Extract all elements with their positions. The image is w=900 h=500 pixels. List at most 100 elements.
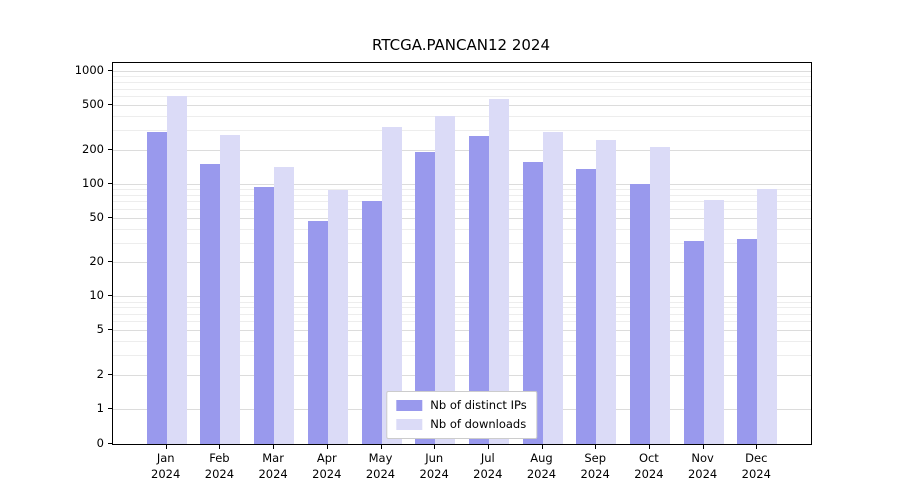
y-tick-mark (108, 182, 112, 184)
x-tick-label: Sep 2024 (560, 450, 630, 482)
minor-gridline (113, 88, 811, 90)
bar-distinct-ips-6 (415, 152, 436, 444)
minor-gridline (113, 96, 811, 97)
x-tick-label-line: 2024 (580, 467, 610, 481)
minor-gridline (113, 208, 811, 210)
y-tick-label: 50 (89, 209, 104, 224)
x-tick-label: Aug 2024 (507, 450, 577, 482)
major-gridline (113, 330, 811, 332)
x-tick-label-line: 2024 (473, 467, 503, 481)
bar-distinct-ips-7 (468, 136, 489, 444)
minor-gridline (113, 341, 811, 343)
x-tick-mark (165, 445, 167, 449)
y-tick-mark (108, 408, 112, 409)
bar-distinct-ips-11 (683, 241, 704, 444)
x-tick-label-line: Apr (316, 451, 337, 465)
x-tick-label-line: Jun (425, 451, 444, 465)
x-tick-label-line: Feb (209, 451, 230, 465)
x-tick-label-line: Nov (691, 451, 714, 465)
bar-distinct-ips-9 (576, 169, 597, 444)
plot-area: Nb of distinct IPs Nb of downloads (112, 62, 812, 445)
bar-distinct-ips-8 (522, 162, 543, 444)
x-tick-label-line: Jul (480, 451, 495, 465)
x-tick-label: Oct 2024 (614, 450, 684, 482)
major-gridline (113, 104, 811, 106)
x-tick-label-line: Jan (156, 451, 175, 465)
major-gridline (113, 217, 811, 219)
x-tick-label-line: 2024 (258, 467, 288, 481)
y-tick-mark (108, 374, 112, 376)
major-gridline (113, 296, 811, 298)
minor-gridline (113, 188, 811, 190)
y-tick-mark (108, 148, 112, 150)
minor-gridline (113, 194, 811, 196)
minor-gridline (113, 321, 811, 323)
x-tick-label: Mar 2024 (238, 450, 308, 482)
bar-distinct-ips-4 (307, 220, 328, 444)
y-tick-label: 2 (96, 367, 104, 382)
y-tick-label: 5 (96, 322, 104, 337)
y-tick-mark (108, 261, 112, 263)
y-tick-mark (108, 443, 112, 444)
y-tick-label: 100 (82, 175, 104, 190)
minor-gridline (113, 201, 811, 203)
minor-gridline (113, 313, 811, 315)
y-tick-label: 20 (89, 254, 104, 269)
x-tick-mark (487, 445, 489, 449)
legend-row: Nb of distinct IPs (396, 398, 527, 412)
y-tick-label: 1000 (74, 63, 104, 77)
y-tick-mark (108, 70, 112, 71)
x-tick-label-line: May (368, 451, 393, 465)
bar-distinct-ips-5 (361, 201, 382, 444)
minor-gridline (113, 115, 811, 117)
bar-downloads-1 (166, 96, 187, 444)
y-tick-label: 1 (96, 401, 104, 415)
bar-downloads-9 (596, 139, 617, 444)
minor-gridline (113, 129, 811, 131)
y-tick-label: 0 (96, 436, 104, 450)
minor-gridline (113, 242, 811, 244)
x-tick-label-line: Dec (745, 451, 768, 465)
x-tick-label-line: Oct (638, 451, 659, 465)
y-tick-mark (108, 295, 112, 297)
x-tick-label: Apr 2024 (292, 450, 362, 482)
bar-downloads-5 (381, 126, 402, 444)
bar-downloads-8 (542, 131, 563, 444)
x-tick-mark (434, 445, 436, 449)
x-tick-label-line: 2024 (526, 467, 557, 481)
x-tick-label: Jan 2024 (131, 450, 201, 482)
bar-distinct-ips-12 (737, 239, 758, 444)
y-tick-mark (108, 103, 112, 105)
legend-label: Nb of downloads (430, 417, 527, 431)
x-tick-label: Nov 2024 (668, 450, 738, 482)
bar-distinct-ips-3 (254, 187, 275, 444)
x-tick-label-line: 2024 (687, 467, 718, 481)
legend: Nb of distinct IPs Nb of downloads (386, 391, 538, 439)
bar-downloads-7 (488, 99, 509, 444)
major-gridline (113, 71, 811, 72)
legend-swatch-downloads (396, 418, 423, 430)
bar-distinct-ips-1 (146, 131, 167, 444)
minor-gridline (113, 228, 811, 230)
x-tick-label-line: 2024 (419, 467, 449, 481)
y-tick-mark (108, 329, 112, 331)
x-tick-label: Feb 2024 (184, 450, 254, 482)
x-tick-label: May 2024 (346, 450, 416, 482)
bar-downloads-2 (220, 135, 241, 444)
major-gridline (113, 375, 811, 377)
x-tick-mark (380, 445, 382, 449)
bar-distinct-ips-2 (200, 163, 221, 444)
x-tick-label-line: 2024 (741, 467, 771, 481)
bar-downloads-6 (435, 115, 456, 444)
x-tick-mark (648, 445, 650, 449)
x-tick-mark (326, 445, 328, 449)
bar-distinct-ips-10 (629, 183, 650, 444)
minor-gridline (113, 81, 811, 83)
minor-gridline (113, 307, 811, 309)
minor-gridline (113, 355, 811, 357)
y-tick-mark (108, 216, 112, 218)
bar-downloads-12 (757, 188, 778, 444)
bar-downloads-4 (327, 189, 348, 444)
bar-downloads-10 (649, 147, 670, 444)
